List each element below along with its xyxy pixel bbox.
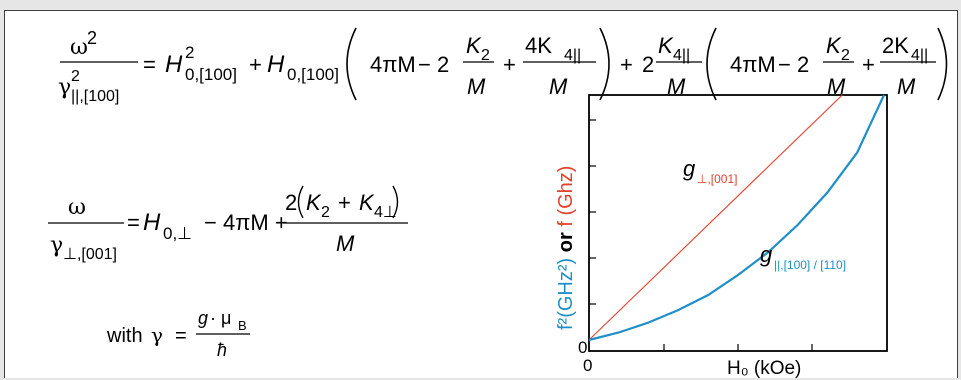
series-line-g-par — [588, 94, 885, 342]
eq1-two: 2 — [642, 52, 654, 77]
eq2-K2: K — [306, 190, 322, 215]
eq1-4piM-1: 4πM — [370, 52, 416, 77]
series-label-g-par-sub: ||,[100] / [110] — [774, 258, 846, 272]
eq1-K4-num-2: K — [658, 33, 674, 58]
eq2-gamma-sub: ⊥,[001] — [63, 246, 117, 263]
eq2-H-sub: 0,⊥ — [163, 224, 192, 243]
eq1-4piM-2: 4πM — [730, 52, 776, 77]
plot-frame — [588, 94, 888, 352]
figure-panel — [4, 10, 958, 378]
y-axis-label-part-1: f²(GHz²) — [555, 258, 577, 330]
eq1-K4-sub-2: 4|| — [673, 47, 690, 64]
eq1-equals: = — [143, 52, 156, 77]
eq2-M-den: M — [336, 231, 355, 256]
eq1-M-den-1: M — [467, 74, 486, 99]
eq2-H: H — [143, 209, 161, 236]
eq1-M-den-4: M — [827, 74, 846, 99]
eq1-minus-two-2: − 2 — [778, 52, 809, 77]
equation-1: ω 2 γ 2 ||,[100] = H 2 0,[100] + H 0,[10… — [58, 27, 948, 105]
eq2-K4-sub: 4⊥ — [374, 204, 397, 221]
eq1-4K4-sub: 4|| — [564, 47, 581, 64]
equation-2: ω γ ⊥,[001] = H 0,⊥ − 4πM + 2 K 2 + K 4⊥… — [48, 185, 408, 263]
eq3-equals: = — [175, 325, 187, 347]
chart: 0 0 H₀ (kOe) f²(GHz²) or f (Ghz) g ⊥,[00… — [555, 94, 888, 379]
eq1-K2-sub-1: 2 — [481, 47, 490, 64]
eq2-plus: + — [338, 190, 351, 215]
eq1-2K4-sub: 4|| — [911, 47, 928, 64]
eq3-mu-sub: B — [238, 318, 247, 333]
eq2-num-right-paren — [392, 185, 399, 219]
eq1-H1-sub: 0,[100] — [185, 65, 237, 84]
y-axis-label-part-3: f (Ghz) — [555, 166, 577, 227]
eq1-H1-sup: 2 — [185, 43, 194, 62]
eq1-K2-num-2: K — [826, 33, 842, 58]
eq1-gamma: γ — [58, 75, 71, 100]
eq2-K2-sub: 2 — [321, 204, 330, 221]
eq1-4K4-num: 4K — [525, 33, 552, 58]
equation-3: with γ = g · μ B ħ — [106, 308, 250, 360]
eq3-gamma: γ — [151, 323, 163, 347]
x-axis-label: H₀ (kOe) — [727, 358, 801, 379]
y-axis-label-part-2: or — [555, 227, 577, 258]
eq3-dot-mu: · μ — [210, 308, 231, 328]
eq3-g: g — [198, 308, 208, 328]
eq1-left-paren-1 — [346, 27, 357, 101]
x-axis-ticks — [663, 344, 813, 351]
y-tick-label-zero: 0 — [578, 338, 587, 357]
eq1-plus-2: + — [503, 52, 516, 77]
eq1-omega-exp: 2 — [87, 28, 97, 48]
eq1-M-den-5: M — [897, 74, 916, 99]
eq2-equals: = — [127, 210, 140, 235]
eq1-H1: H — [165, 51, 183, 78]
eq1-gamma-sub: ||,[100] — [71, 88, 119, 105]
series-label-g-par: g — [760, 242, 773, 267]
eq1-gamma-exp: 2 — [71, 68, 80, 85]
eq1-H2: H — [267, 51, 285, 78]
eq3-with: with — [106, 325, 143, 347]
eq1-plus-3: + — [620, 52, 633, 77]
eq2-num-2: 2 — [285, 190, 297, 215]
y-axis-label: f²(GHz²) or f (Ghz) — [555, 166, 577, 330]
eq1-plus-4: + — [862, 52, 875, 77]
series-line-g-perp — [588, 94, 843, 341]
eq1-H2-sub: 0,[100] — [287, 65, 339, 84]
eq1-plus-1: + — [249, 52, 262, 77]
eq1-K2-num-1: K — [466, 33, 482, 58]
eq1-K2-sub-2: 2 — [841, 47, 850, 64]
eq1-right-paren-1 — [599, 27, 610, 101]
eq2-omega: ω — [68, 195, 86, 220]
series-label-g-perp-sub: ⊥,[001] — [697, 172, 737, 186]
eq1-2K4-num: 2K — [882, 33, 909, 58]
eq2-K4: K — [359, 190, 375, 215]
eq1-M-den-3: M — [667, 74, 686, 99]
eq2-num-left-paren — [297, 185, 304, 219]
y-axis-ticks — [589, 119, 596, 305]
x-tick-label-zero: 0 — [583, 356, 592, 375]
eq2-gamma: γ — [50, 233, 63, 258]
eq1-M-den-2: M — [549, 74, 568, 99]
eq1-left-paren-2 — [706, 27, 717, 101]
eq2-minus-4piM: − 4πM + — [204, 210, 288, 235]
eq1-right-paren-2 — [937, 27, 948, 101]
series-label-g-perp: g — [683, 156, 696, 181]
eq1-omega: ω — [70, 35, 88, 60]
eq3-hbar: ħ — [217, 340, 227, 360]
eq1-minus-two-1: − 2 — [418, 52, 449, 77]
